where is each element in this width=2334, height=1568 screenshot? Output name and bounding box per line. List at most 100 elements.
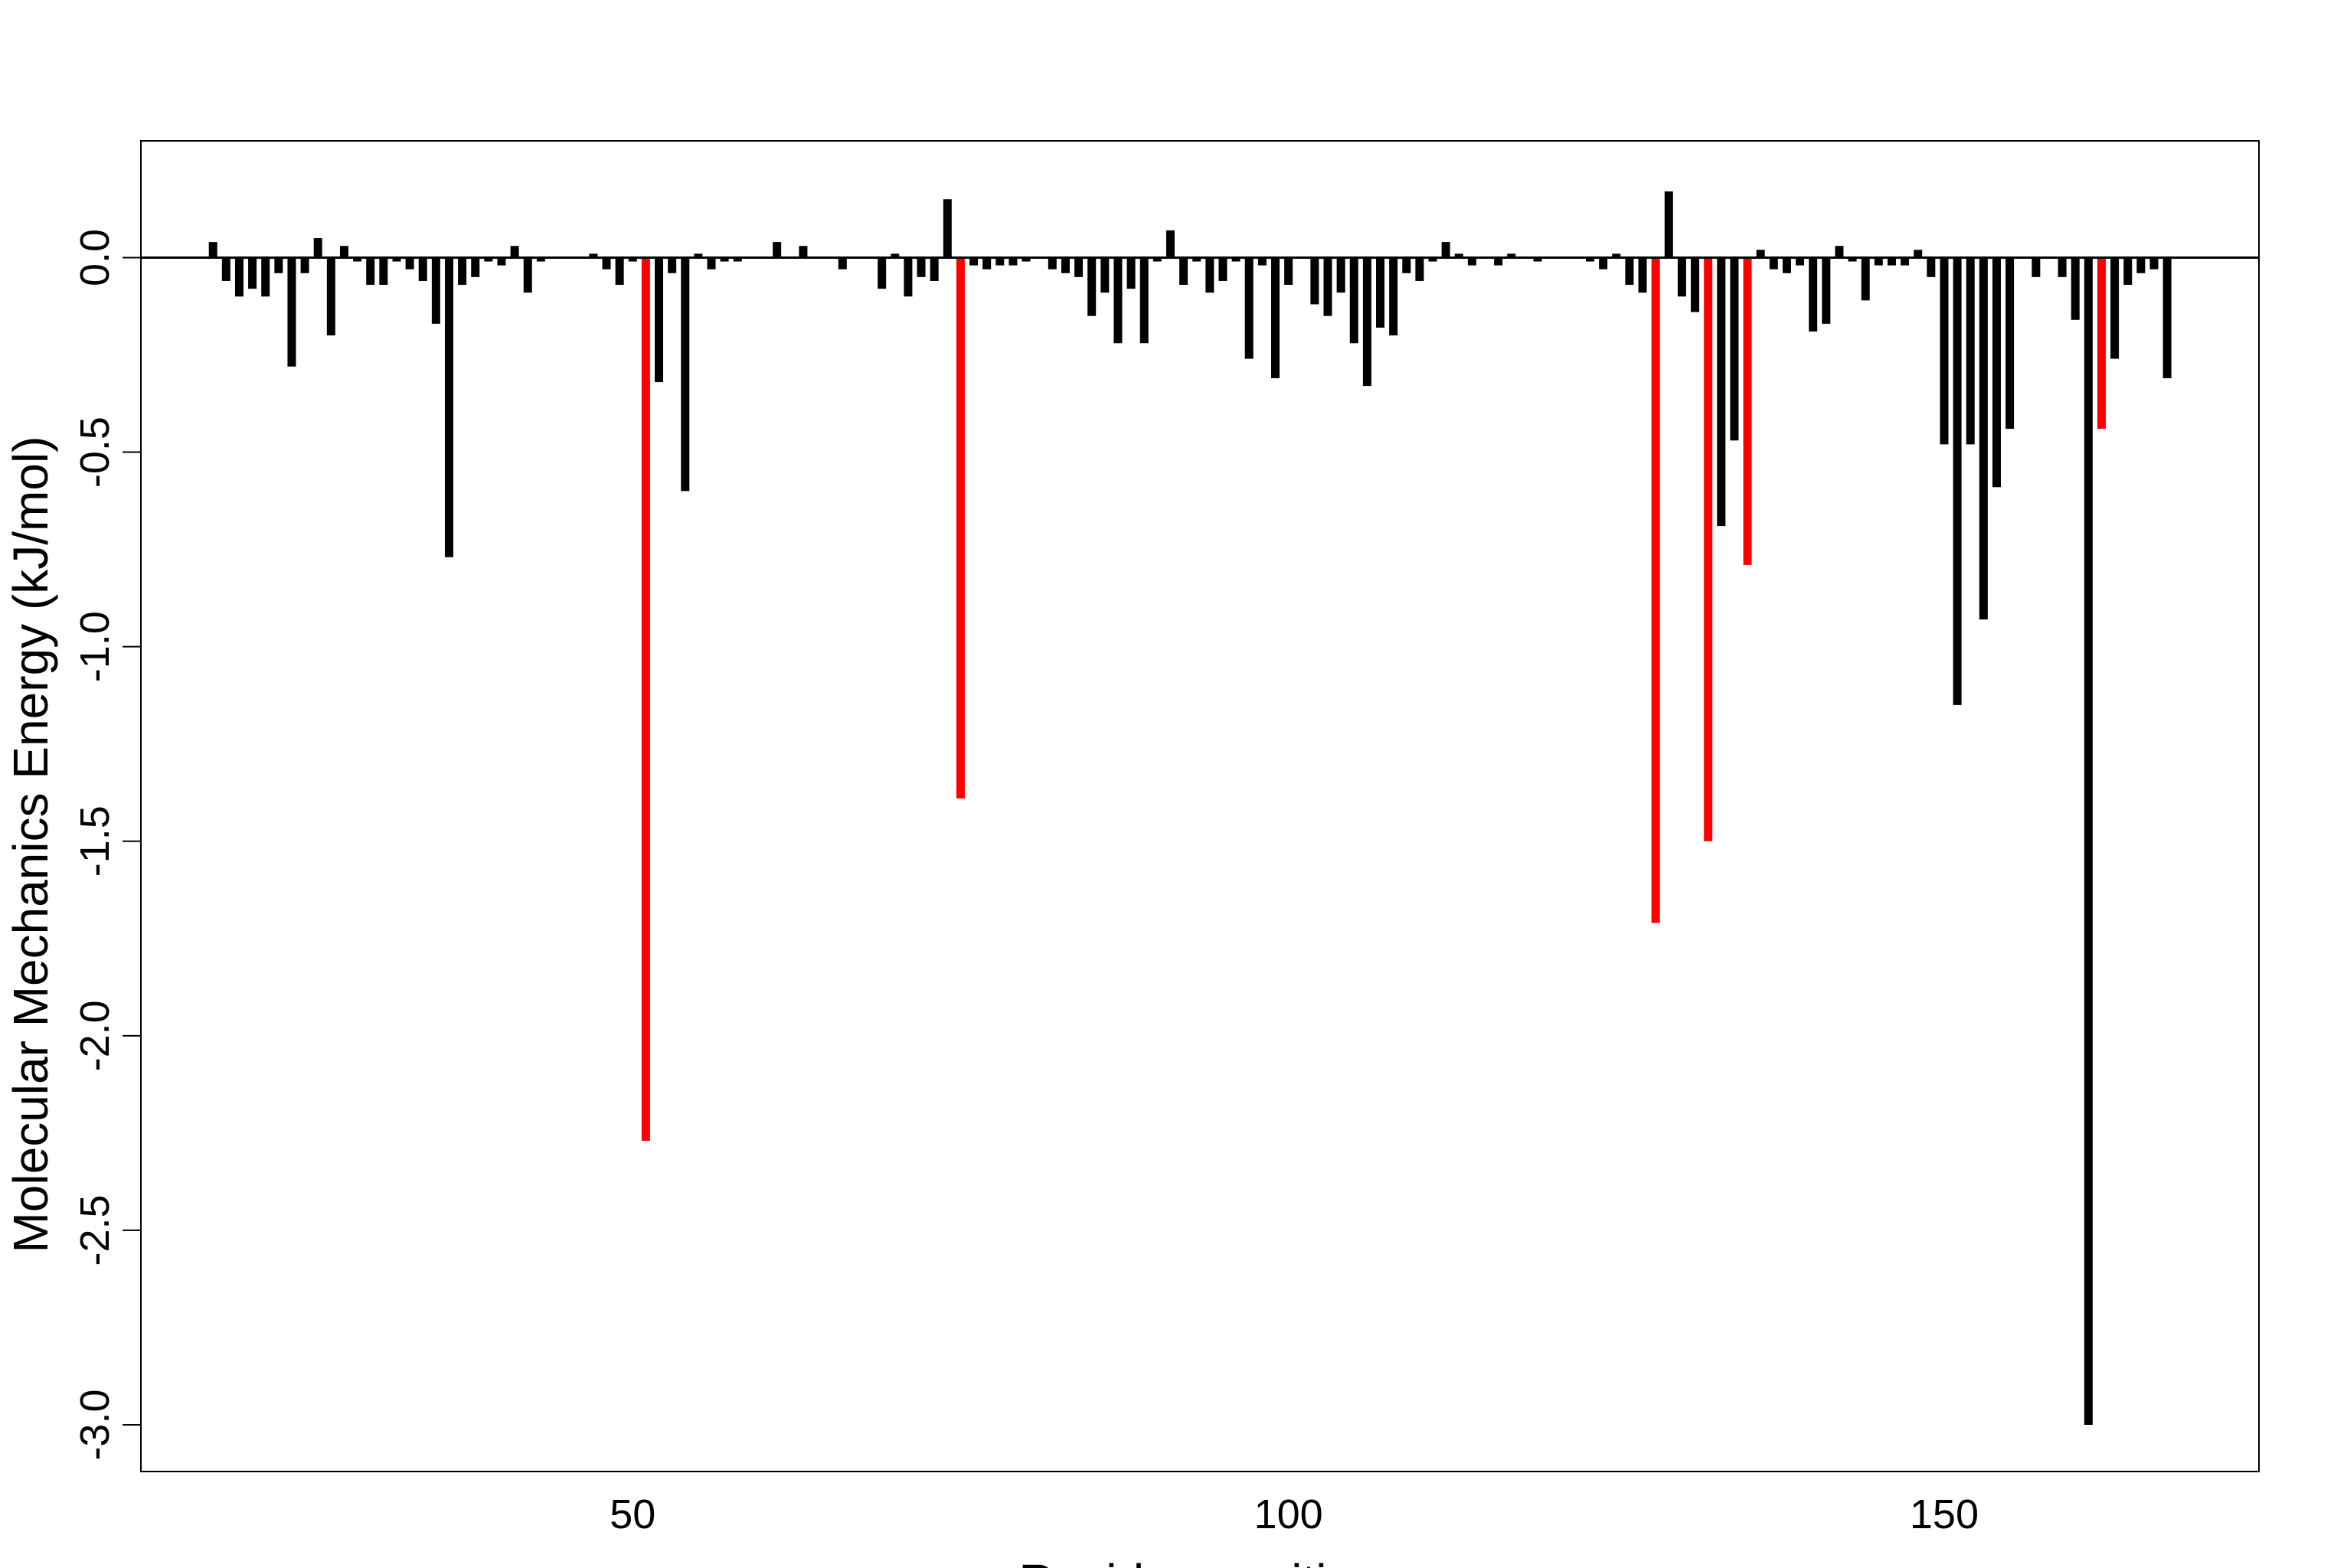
bar-residue-150 [1940,257,1949,445]
bar-residue-124 [1599,257,1608,270]
bar-residue-89 [1139,257,1149,344]
bar-residue-147 [1901,257,1910,266]
bar-residue-30 [366,257,375,286]
bar-residue-162 [2097,257,2106,430]
bar-residue-138 [1782,257,1791,273]
bar-residue-42 [523,257,532,293]
x-tick-label: 50 [610,1491,655,1537]
bar-residue-117 [1507,253,1516,258]
bar-residue-76 [969,257,979,266]
bar-residue-106 [1362,257,1371,387]
bar-residue-112 [1441,242,1450,258]
y-tick-label: -0.5 [72,416,118,488]
bar-residue-137 [1769,257,1778,270]
bar-residue-127 [1638,257,1647,293]
bar-residue-35 [431,257,440,324]
bar-residue-104 [1336,257,1345,293]
bar-residue-157 [2032,257,2041,277]
bar-residue-40 [497,257,506,266]
bar-residue-141 [1822,257,1831,324]
bar-residue-99 [1270,257,1280,378]
bar-residue-85 [1087,257,1097,316]
bar-residue-83 [1061,257,1070,273]
bar-residue-98 [1257,257,1267,266]
y-tick-label: 0.0 [72,229,118,286]
bar-residue-149 [1927,257,1936,277]
bar-residue-152 [1966,257,1975,445]
y-tick-label: -1.5 [72,805,118,877]
bar-residue-146 [1887,257,1896,266]
bar-residue-72 [917,257,926,277]
bar-residue-95 [1218,257,1227,281]
bar-residue-96 [1231,257,1241,262]
bar-residue-139 [1796,257,1805,266]
bar-residue-32 [392,257,401,262]
y-tick-label: -3.0 [72,1389,118,1460]
bar-residue-100 [1284,257,1293,286]
bar-residue-57 [720,257,729,262]
bar-residue-77 [982,257,992,270]
bar-residue-55 [694,253,703,258]
bar-residue-69 [878,257,887,289]
bar-residue-54 [681,257,690,492]
bar-residue-134 [1730,257,1739,441]
bar-residue-140 [1809,257,1818,332]
bar-residue-27 [326,257,335,336]
bar-series [208,191,2172,1426]
bar-residue-103 [1323,257,1332,316]
bar-residue-113 [1454,253,1463,258]
bar-residue-25 [300,257,309,273]
bar-residue-144 [1861,257,1870,301]
bar-residue-49 [615,257,624,286]
bar-residue-20 [234,257,244,297]
bar-residue-58 [733,257,742,262]
bar-residue-86 [1100,257,1110,293]
bar-residue-160 [2071,257,2080,320]
bar-residue-73 [930,257,939,281]
y-tick-label: -1.0 [72,611,118,682]
bar-residue-23 [274,257,283,273]
y-tick-label: -2.0 [72,1000,118,1071]
bar-residue-126 [1625,257,1634,286]
bar-residue-151 [1953,257,1962,705]
bar-residue-135 [1743,257,1752,565]
bar-residue-70 [891,253,900,258]
bar-residue-130 [1677,257,1686,297]
bar-residue-24 [287,257,296,367]
bar-residue-153 [1979,257,1988,620]
bar-residue-41 [510,246,519,258]
bar-residue-56 [707,257,716,270]
bar-residue-47 [589,253,598,258]
bar-residue-31 [379,257,388,286]
bar-residue-19 [221,257,230,281]
bar-residue-93 [1192,257,1201,262]
bar-residue-94 [1205,257,1214,293]
bar-residue-22 [261,257,270,297]
bar-residue-71 [904,257,913,297]
bar-residue-114 [1467,257,1476,266]
x-axis: 50 100 150 [610,1491,1979,1537]
bar-residue-74 [943,199,952,258]
y-axis-title: Molecular Mechanics Energy (kJ/mol) [3,436,58,1253]
bar-residue-90 [1152,257,1162,262]
bar-residue-39 [484,257,493,262]
bar-residue-143 [1848,257,1857,262]
bar-residue-84 [1074,257,1084,277]
bar-residue-133 [1717,257,1726,527]
bar-residue-107 [1375,257,1384,328]
bar-residue-36 [444,257,453,557]
bar-residue-18 [208,242,217,258]
bar-residue-51 [641,257,650,1142]
bar-residue-132 [1704,257,1713,841]
x-tick-label: 100 [1254,1491,1323,1537]
bar-residue-97 [1244,257,1254,359]
bar-residue-66 [838,257,847,270]
bar-residue-125 [1612,253,1621,258]
bar-residue-163 [2110,257,2120,359]
bar-residue-165 [2136,257,2146,273]
bar-residue-131 [1691,257,1700,312]
bar-residue-105 [1349,257,1358,344]
bar-residue-29 [353,257,362,262]
bar-residue-109 [1402,257,1411,273]
